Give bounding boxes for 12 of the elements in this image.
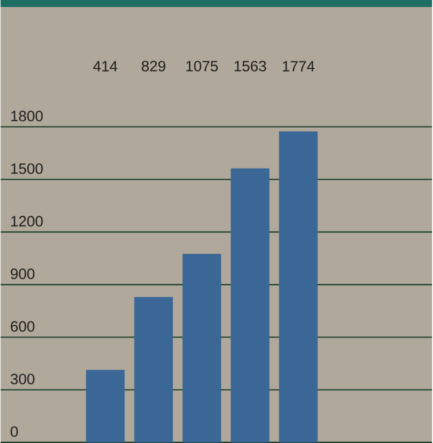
y-tick-label: 1800: [11, 110, 43, 122]
data-label: 1075: [186, 60, 218, 72]
y-tick-label: 1200: [11, 216, 43, 226]
y-tick-label: 1500: [11, 163, 43, 174]
data-label: 1774: [283, 61, 315, 72]
y-tick-label: 900: [10, 268, 35, 280]
data-label: 1563: [234, 60, 266, 72]
data-label: 829: [142, 60, 166, 72]
data-label: 414: [93, 61, 118, 72]
y-tick-label: 300: [10, 374, 35, 384]
y-tick-label: 0: [10, 426, 18, 437]
y-tick-label: 600: [11, 321, 35, 332]
